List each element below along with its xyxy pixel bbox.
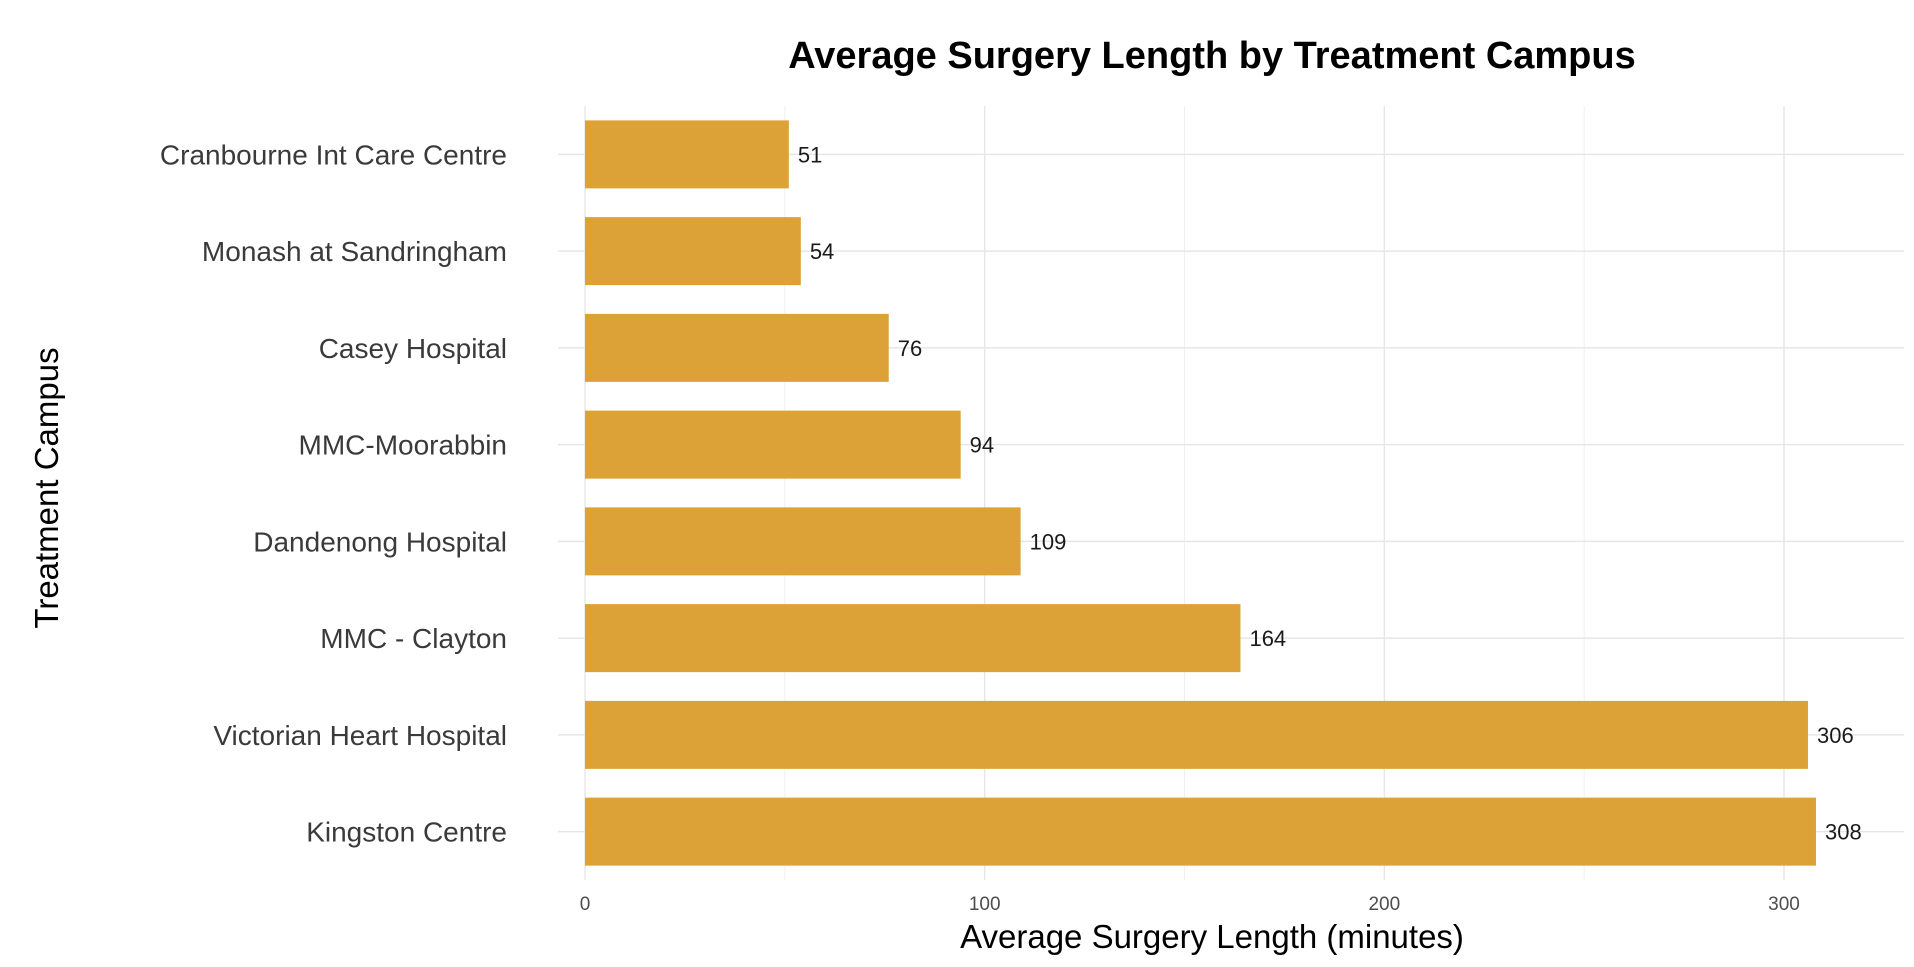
category-label: Monash at Sandringham (202, 236, 507, 267)
x-tick-label: 200 (1368, 894, 1400, 915)
category-label: MMC-Moorabbin (299, 430, 508, 461)
bar-value-label: 306 (1817, 723, 1854, 748)
category-label: Casey Hospital (319, 333, 507, 364)
bar (585, 313, 889, 382)
bar-value-label: 109 (1030, 529, 1067, 554)
bar (585, 507, 1021, 576)
x-tick-label: 300 (1768, 894, 1800, 915)
bar (585, 797, 1816, 866)
chart-title: Average Surgery Length by Treatment Camp… (788, 35, 1636, 77)
bar (585, 120, 789, 189)
category-label: Kingston Centre (306, 817, 507, 848)
y-axis-title: Treatment Campus (28, 347, 65, 628)
category-label: MMC - Clayton (320, 623, 507, 654)
bar-value-label: 76 (898, 336, 922, 361)
bar (585, 410, 961, 479)
x-tick-label: 100 (969, 894, 1001, 915)
bars (585, 120, 1816, 866)
category-label: Cranbourne Int Care Centre (160, 139, 507, 170)
x-axis-title: Average Surgery Length (minutes) (960, 918, 1464, 955)
bar (585, 604, 1241, 673)
x-tick-label: 0 (580, 894, 591, 915)
category-label: Victorian Heart Hospital (213, 720, 507, 751)
bar (585, 700, 1808, 769)
bar-value-label: 164 (1249, 626, 1286, 651)
bar-value-label: 94 (970, 433, 994, 458)
bar-value-label: 54 (810, 239, 834, 264)
x-tick-labels: 0 100 200 300 (580, 894, 1800, 915)
category-labels: Cranbourne Int Care Centre Monash at Sand… (160, 139, 507, 847)
bar (585, 217, 801, 286)
value-labels: 51 54 76 94 109 164 306 308 (798, 142, 1862, 844)
bar-value-label: 308 (1825, 820, 1862, 845)
bar-value-label: 51 (798, 142, 822, 167)
category-label: Dandenong Hospital (253, 526, 507, 557)
